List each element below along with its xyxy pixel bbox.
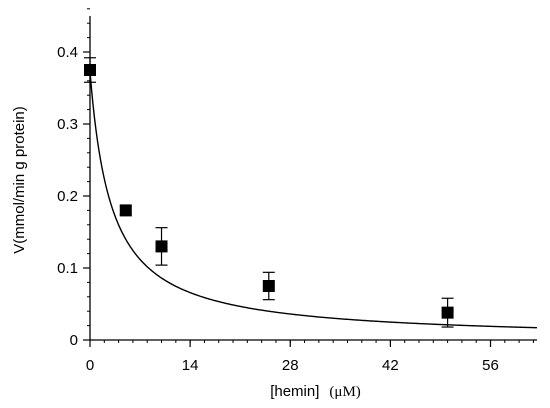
data-point bbox=[441, 306, 454, 319]
ticks bbox=[83, 8, 534, 347]
y-axis-title: V(mmol/min g protein) bbox=[11, 106, 28, 254]
plot-area bbox=[84, 57, 538, 329]
y-tick-label: 0 bbox=[70, 332, 78, 349]
data-point bbox=[119, 204, 132, 217]
data-point bbox=[262, 280, 275, 292]
y-tick-label: 0.1 bbox=[57, 260, 78, 277]
tick-labels: 0 0.1 0.2 0.3 0.4 0 14 28 42 56 bbox=[57, 44, 499, 374]
x-tick-label: 14 bbox=[182, 357, 199, 374]
x-tick-label: 0 bbox=[86, 357, 94, 374]
axes bbox=[89, 16, 537, 341]
x-axis-unit: (μM) bbox=[329, 384, 360, 400]
y-tick-label: 0.4 bbox=[57, 44, 78, 61]
x-axis-label: [hemin] bbox=[270, 383, 319, 400]
x-axis-title: [hemin] (μM) bbox=[270, 383, 361, 400]
fit-curve bbox=[89, 71, 538, 329]
y-tick-label: 0.2 bbox=[57, 188, 78, 205]
x-tick-label: 28 bbox=[282, 357, 299, 374]
x-tick-label: 42 bbox=[382, 357, 399, 374]
data-point bbox=[155, 240, 168, 253]
x-tick-label: 56 bbox=[482, 357, 499, 374]
y-tick-label: 0.3 bbox=[57, 116, 78, 133]
